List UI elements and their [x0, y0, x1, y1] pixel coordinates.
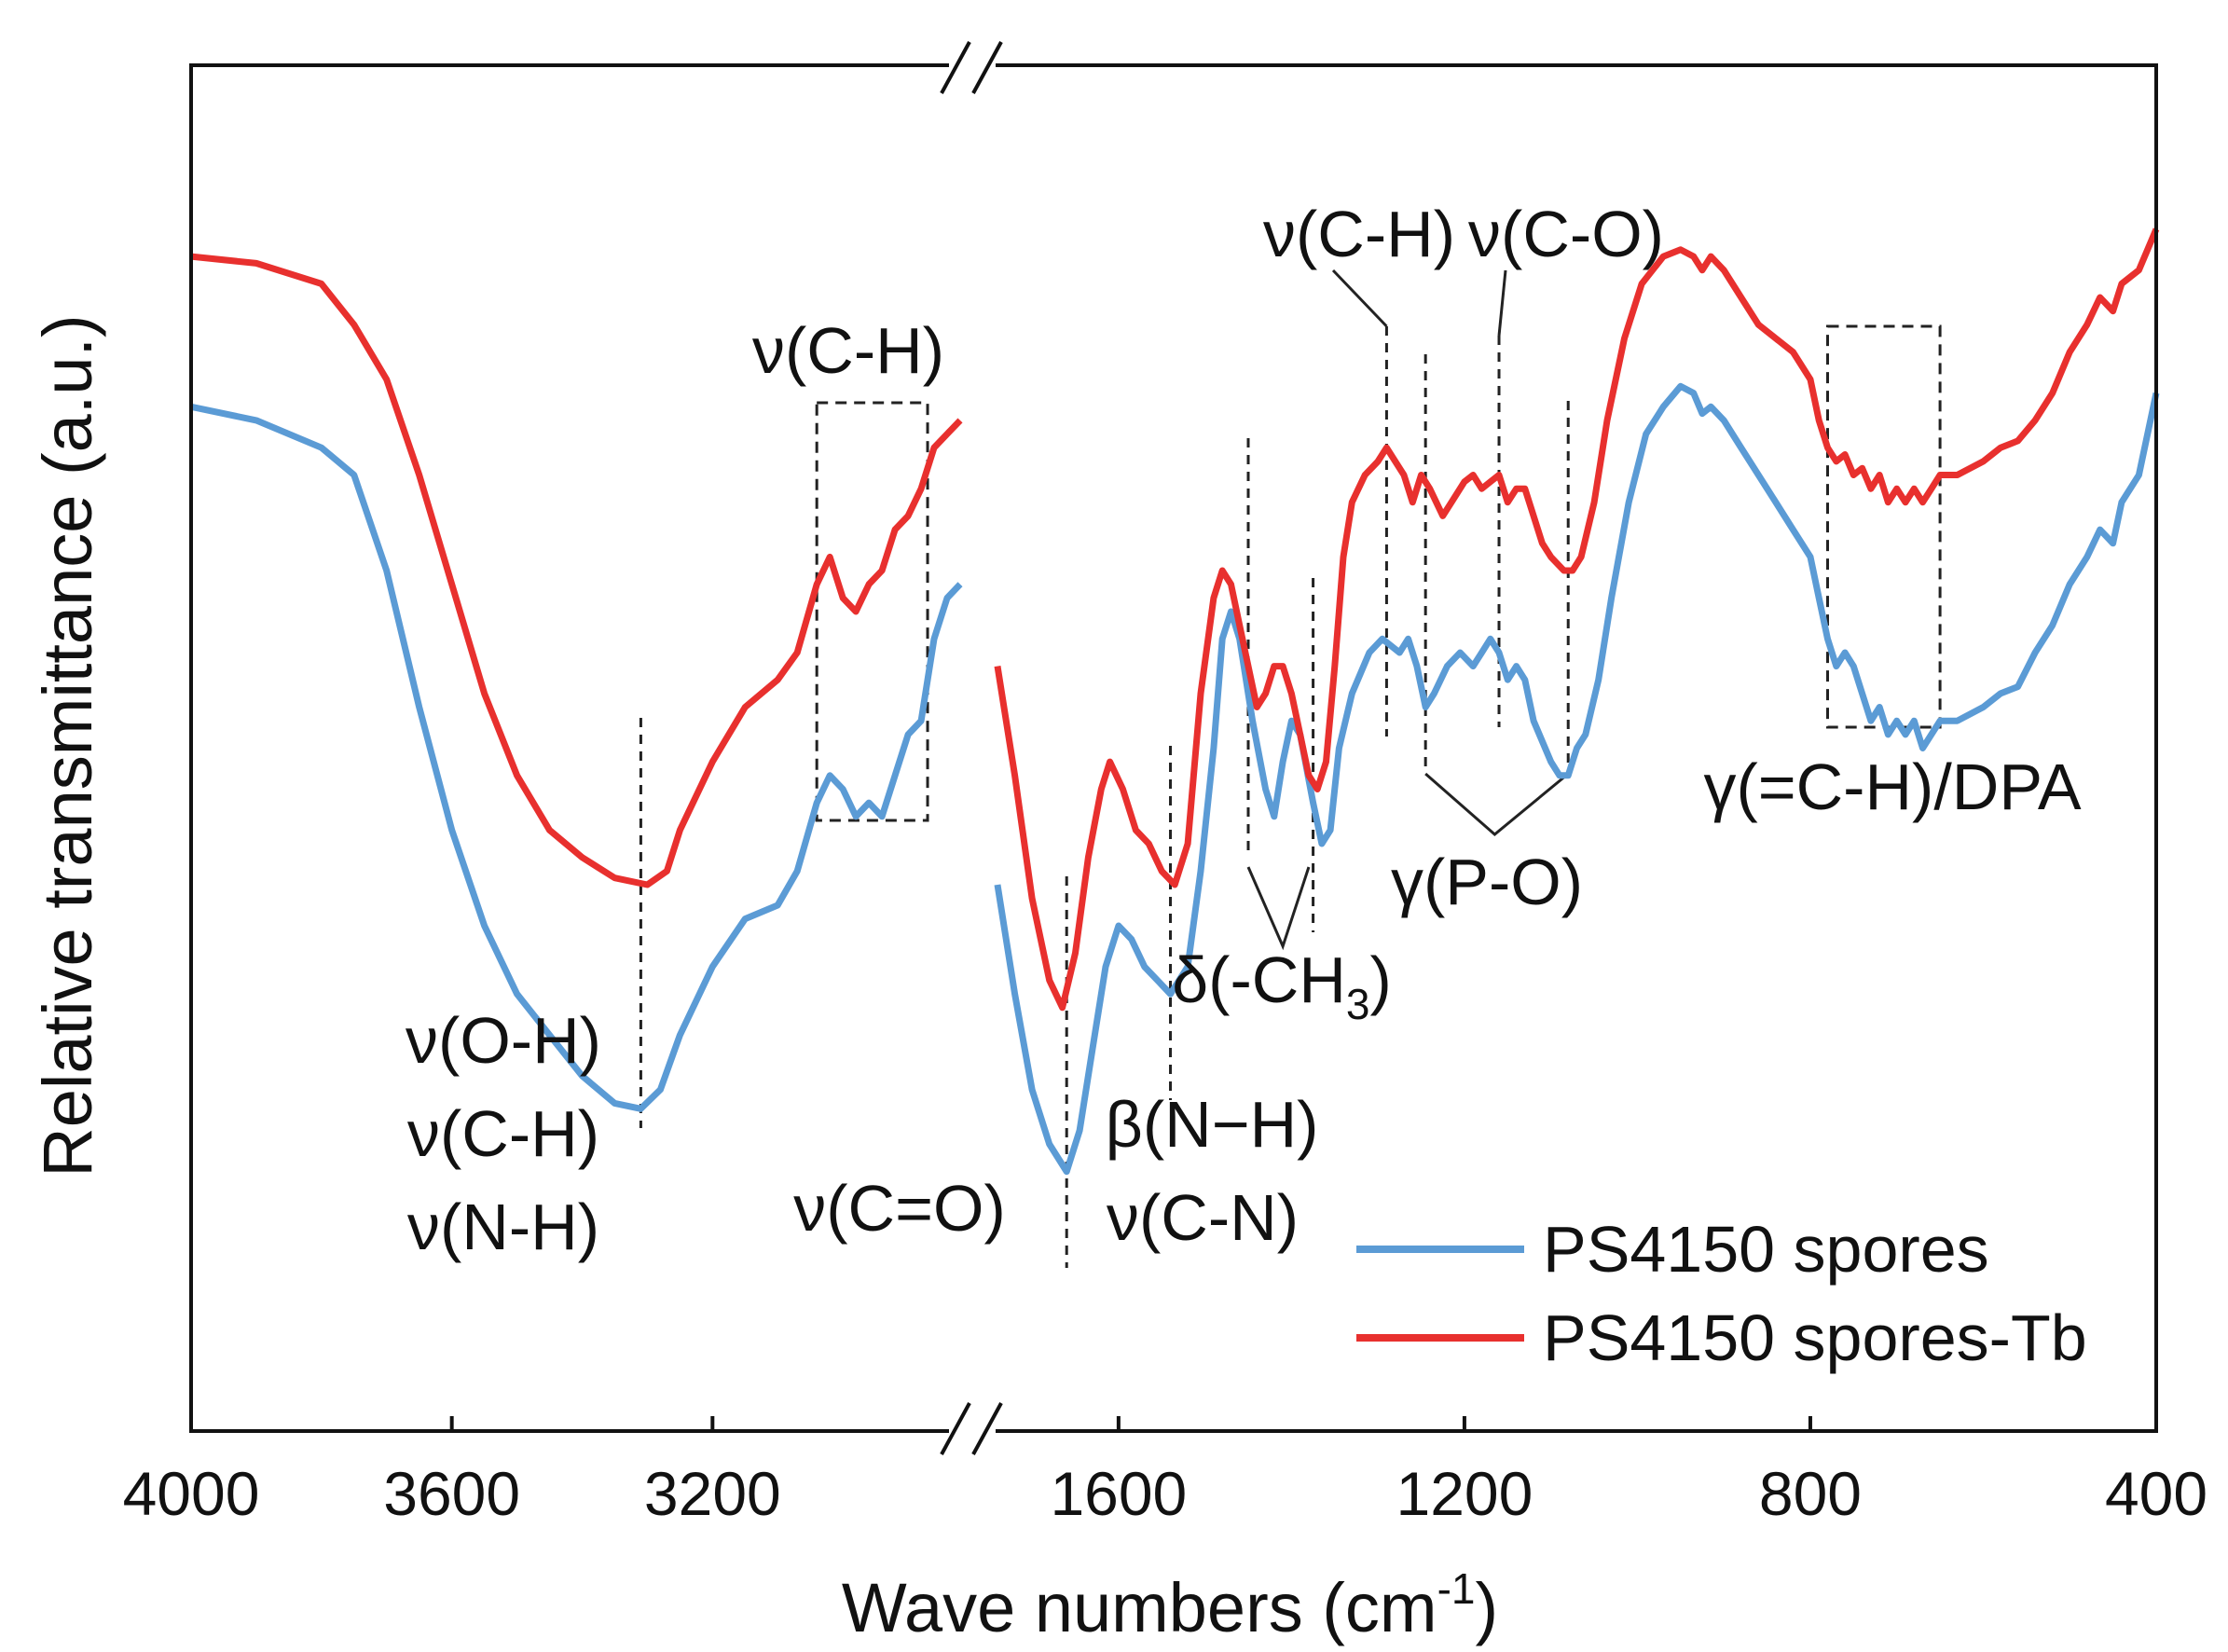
plot-frame: [189, 63, 2158, 1433]
ch-pointer: [1331, 268, 1388, 328]
x-axis-label: Wave numbers (cm-1): [842, 1564, 1498, 1646]
x-tick-label: 1600: [1050, 1459, 1187, 1528]
annotation-label: ν(C-H): [1263, 198, 1455, 270]
annotation-label: β(N−H): [1106, 1088, 1319, 1161]
annotations: ν(O-H) ν(C-H) ν(N-H) ν(C-H) ν(C=O) β(N−H) ν(C-…: [406, 198, 2082, 1263]
series-line-tb-3: [994, 227, 2160, 1012]
series-line-tb-1: [190, 253, 963, 888]
annotation-label: ν(C-H): [752, 314, 944, 387]
x-tick-label: 3200: [644, 1459, 781, 1528]
legend: PS4150 spores PS4150 spores-Tb: [1356, 1213, 2087, 1374]
x-tick-label: 3600: [383, 1459, 520, 1528]
x-tick-label: 400: [2105, 1459, 2207, 1528]
x-tick-label: 1200: [1396, 1459, 1533, 1528]
x-axis-ticks: 4000 3600 3200 1600 1200 800 400: [123, 1416, 2207, 1528]
annotation-label: ν(C=O): [793, 1172, 1006, 1245]
annotation-label: ν(C-H): [407, 1097, 599, 1170]
annotation-label: δ(-CH3): [1172, 943, 1392, 1028]
annotation-label: ν(N-H): [407, 1191, 599, 1263]
legend-label: PS4150 spores: [1543, 1213, 1989, 1286]
dpa-box: [1826, 324, 1942, 729]
series-line-spores-2: [994, 382, 2160, 1176]
ch-stretch-box: [815, 401, 929, 822]
y-axis-label: Relative transmittance (a.u.): [29, 314, 106, 1177]
annotation-label: ν(C-O): [1468, 198, 1664, 270]
annotation-label: γ(P-O): [1391, 846, 1583, 918]
co-pointer: [1497, 269, 1507, 337]
annotation-label: γ(=C-H)/DPA: [1703, 750, 2081, 823]
annotation-label: ν(O-H): [406, 1004, 601, 1077]
po-bracket: [1424, 772, 1570, 836]
annotation-label: ν(C-N): [1107, 1181, 1299, 1254]
x-tick-label: 4000: [123, 1459, 260, 1528]
highlight-boxes: [815, 324, 1942, 822]
series-line-spores-0: [190, 403, 963, 1112]
spectra: [190, 227, 2160, 1176]
axis-break-marks: [940, 41, 1003, 1455]
ch3-bracket: [1246, 866, 1311, 951]
x-tick-label: 800: [1759, 1459, 1862, 1528]
legend-label: PS4150 spores-Tb: [1543, 1301, 2087, 1374]
